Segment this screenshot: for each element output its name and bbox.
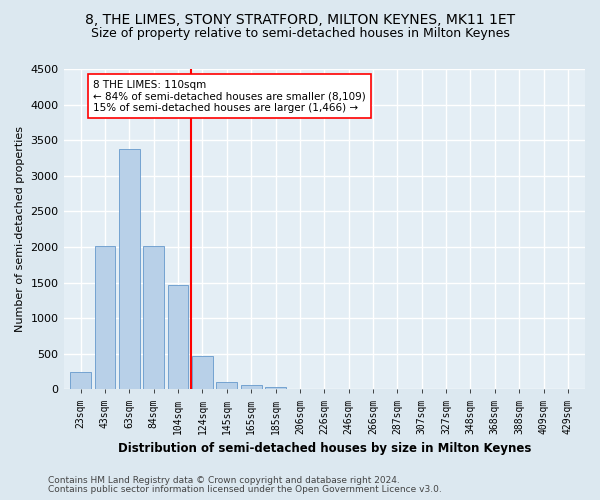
Bar <box>119 150 140 390</box>
X-axis label: Distribution of semi-detached houses by size in Milton Keynes: Distribution of semi-detached houses by … <box>118 442 531 455</box>
Bar <box>192 356 213 390</box>
Text: 8, THE LIMES, STONY STRATFORD, MILTON KEYNES, MK11 1ET: 8, THE LIMES, STONY STRATFORD, MILTON KE… <box>85 12 515 26</box>
Bar <box>168 286 188 390</box>
Text: 8 THE LIMES: 110sqm
← 84% of semi-detached houses are smaller (8,109)
15% of sem: 8 THE LIMES: 110sqm ← 84% of semi-detach… <box>93 80 365 113</box>
Y-axis label: Number of semi-detached properties: Number of semi-detached properties <box>15 126 25 332</box>
Text: Contains HM Land Registry data © Crown copyright and database right 2024.: Contains HM Land Registry data © Crown c… <box>48 476 400 485</box>
Bar <box>143 246 164 390</box>
Bar <box>265 386 286 390</box>
Bar <box>70 372 91 390</box>
Bar <box>217 382 237 390</box>
Bar <box>95 246 115 390</box>
Bar <box>241 386 262 390</box>
Text: Size of property relative to semi-detached houses in Milton Keynes: Size of property relative to semi-detach… <box>91 28 509 40</box>
Text: Contains public sector information licensed under the Open Government Licence v3: Contains public sector information licen… <box>48 485 442 494</box>
